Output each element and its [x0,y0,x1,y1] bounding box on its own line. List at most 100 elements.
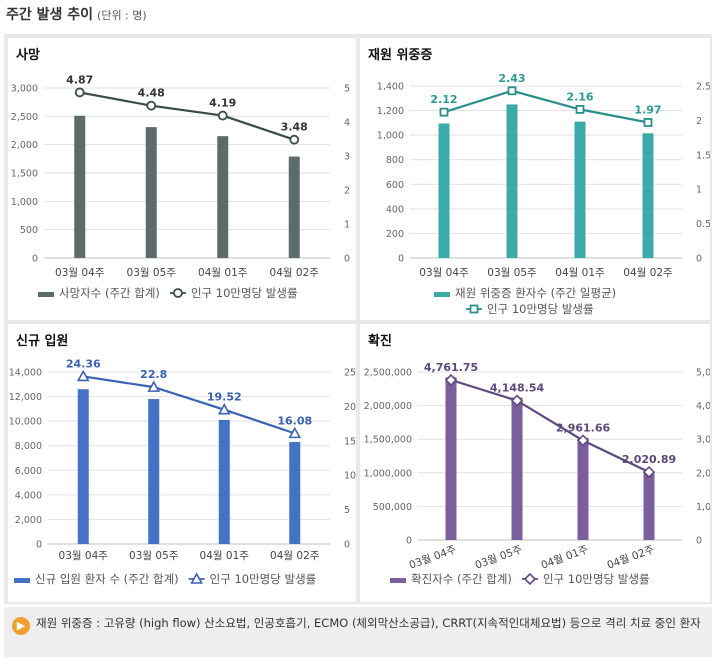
left-tick-label: 1,200 [377,106,404,117]
speaker-icon: ▶ [12,617,30,635]
rate-data-label: 16.08 [277,414,312,427]
right-tick-label: 1,000 [696,502,710,513]
left-tick-label: 200 [386,229,404,240]
bar [218,419,230,544]
chart-panel-confirmed: 확진 0 500,000 1,000,000 1,500,000 2,000,000 2,… [360,324,714,602]
bar [145,127,157,258]
chart-title: 확진 [368,334,392,349]
rate-marker [146,100,157,111]
legend-line-label: 인구 10만명당 발생률 [191,286,298,300]
rate-marker [510,394,524,407]
left-tick-label: 0 [32,254,38,265]
rate-marker [289,134,300,145]
deaths-chart: 0 500 1,000 1,500 2,000 2,500 3,000 0 1 2 3 4 5 03월 0… [11,73,350,300]
bar [642,133,654,258]
rate-marker [642,465,656,479]
right-tick-label: 2 [344,186,350,197]
legend-bar-label: 사망자수 (주간 합계) [59,286,160,300]
right-tick-label: 1 [344,220,350,231]
rate-data-label: 2,020.89 [622,453,676,466]
category-label: 03월 05주 [487,267,537,279]
rate-data-label: 4,761.75 [424,361,478,374]
left-tick-label: 3,000 [11,84,38,95]
rate-line [79,91,295,141]
legend-bar-swatch [14,578,30,583]
category-label: 03월 05주 [474,543,525,571]
legend-line-marker [173,288,183,298]
bar [577,437,589,540]
right-tick-label: 0 [344,540,350,551]
page-title: 주간 발생 추이 (단위 : 명) [6,4,147,24]
right-tick-label: 3 [344,152,350,163]
rate-data-label: 1.97 [634,103,661,116]
right-tick-label: 5,000 [696,368,710,379]
left-tick-label: 1,500,000 [364,435,412,446]
right-tick-label: 0 [344,254,350,265]
category-label: 04월 02주 [270,267,320,279]
left-tick-label: 0 [36,540,42,551]
bar [445,377,457,540]
left-tick-label: 1,000 [377,131,404,142]
right-tick-label: 0.5 [696,219,710,230]
left-tick-label: 1,500 [11,169,38,180]
bar [574,121,586,258]
right-tick-label: 4,000 [696,401,710,412]
category-label: 03월 04주 [55,267,105,279]
right-tick-label: 3,000 [696,435,710,446]
rate-marker [288,426,302,439]
left-tick-label: 4,000 [15,490,42,501]
bar [506,104,518,258]
rate-data-label: 24.36 [66,357,101,370]
category-label: 04월 01주 [540,543,591,571]
left-tick-label: 400 [386,204,404,215]
bar [217,136,229,258]
bar [643,471,655,540]
left-tick-label: 2,000 [11,140,38,151]
legend-line-label: 인구 10만명당 발생률 [210,572,317,586]
rate-data-label: 2.12 [430,93,457,106]
rate-marker [444,373,458,387]
left-tick-label: 2,000,000 [364,401,412,412]
right-tick-label: 1 [696,185,702,196]
left-tick-label: 500,000 [373,502,412,513]
footnote: ▶ 재원 위중증 : 고유량 (high flow) 산소요법, 인공호흡기, … [4,607,712,657]
right-tick-label: 25 [344,368,356,379]
rate-data-label: 3.48 [281,121,308,134]
legend-line-label: 인구 10만명당 발생률 [487,302,594,316]
footnote-text: 재원 위중증 : 고유량 (high flow) 산소요법, 인공호흡기, EC… [36,616,701,630]
right-tick-label: 2,000 [696,468,710,479]
right-tick-label: 5 [344,505,350,516]
right-tick-label: 10 [344,471,356,482]
left-tick-label: 12,000 [9,392,42,403]
rate-marker [74,87,85,98]
chart-panel-deaths: 사망 0 500 1,000 1,500 2,000 2,500 3,000 0 1 2 3 4 5 03… [8,38,356,320]
category-label: 03월 04주 [419,267,469,279]
rate-marker [76,369,90,382]
rate-marker [439,107,449,117]
bar [289,442,301,544]
left-tick-label: 2,500,000 [364,368,412,379]
bar [511,397,523,540]
page-title-text: 주간 발생 추이 [6,7,94,23]
right-tick-label: 2 [696,116,702,127]
legend-bar-label: 확진자수 (주간 합계) [411,572,512,586]
page-unit: (단위 : 명) [97,9,147,22]
rate-data-label: 19.52 [207,391,242,404]
legend-bar-swatch [38,292,54,297]
rate-line [443,89,649,124]
left-tick-label: 6,000 [15,466,42,477]
left-tick-label: 0 [398,254,404,265]
right-tick-label: 4 [344,118,350,129]
category-label: 04월 02주 [606,543,657,571]
legend-line-label: 인구 10만명당 발생률 [543,572,650,586]
legend-bar-swatch [434,292,450,297]
rate-data-label: 4.48 [138,87,165,100]
category-label: 03월 05주 [129,550,179,562]
chart-title: 사망 [16,48,40,63]
rate-data-label: 4.87 [66,73,93,86]
rate-marker [575,104,585,114]
left-tick-label: 2,000 [15,515,42,526]
rate-line [83,375,296,435]
legend-bar-label: 신규 입원 환자 수 (주간 합계) [35,572,179,586]
category-label: 04월 02주 [623,267,673,279]
